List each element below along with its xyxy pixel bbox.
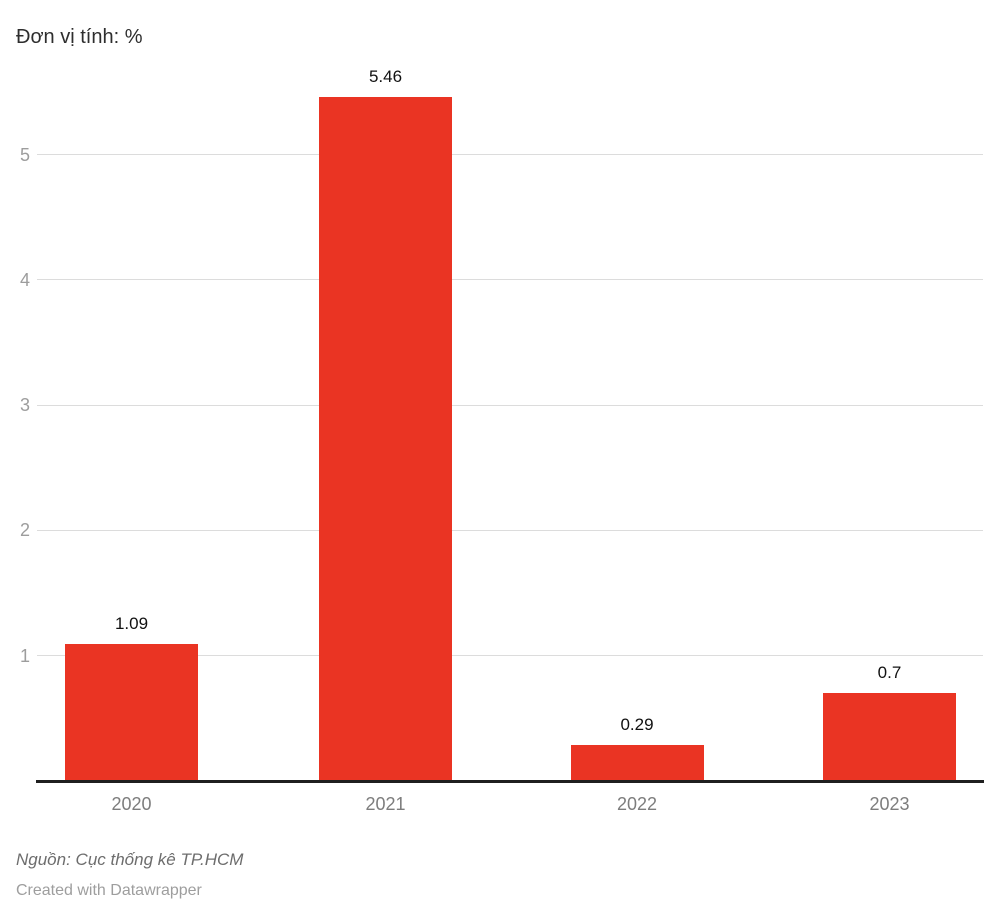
- bar-2023: [823, 693, 956, 781]
- y-tick-label-4: 4: [19, 269, 30, 290]
- x-axis-line: [36, 780, 984, 783]
- gridline-1: [37, 655, 983, 657]
- chart-title: Đơn vị tính: %: [16, 26, 143, 48]
- gridline-5: [37, 154, 983, 155]
- y-tick-label-3: 3: [19, 395, 30, 416]
- gridline-2: [37, 529, 983, 531]
- value-label-2023: 0.7: [877, 663, 902, 683]
- x-axis-label-2023: 2023: [869, 794, 910, 814]
- gridline-3: [37, 404, 983, 406]
- y-tick-label-2: 2: [19, 520, 30, 541]
- value-label-2022: 0.29: [620, 714, 654, 734]
- datawrapper-credit-text: Created with Datawrapper: [16, 882, 202, 899]
- y-tick-label-1: 1: [19, 645, 30, 666]
- value-label-2020: 1.09: [114, 614, 149, 634]
- bar-2021: [319, 96, 452, 781]
- value-label-2021: 5.46: [368, 66, 403, 86]
- gridline-4: [37, 279, 983, 281]
- y-tick-label-5: 5: [19, 144, 30, 165]
- bar-2020: [65, 644, 198, 781]
- x-axis-label-2021: 2021: [365, 794, 406, 814]
- bar-2022: [570, 744, 704, 781]
- x-axis-label-2022: 2022: [616, 794, 658, 814]
- source-text: Nguồn: Cục thống kê TP.HCM: [16, 850, 244, 869]
- x-axis-label-2020: 2020: [111, 794, 152, 814]
